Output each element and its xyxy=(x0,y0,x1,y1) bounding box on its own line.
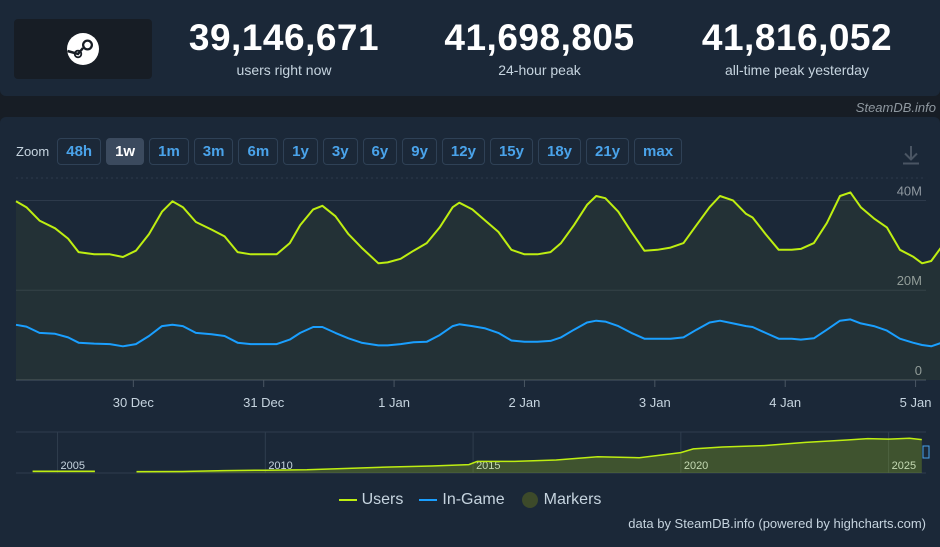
x-tick-label: 3 Jan xyxy=(639,395,671,410)
navigator-year-label: 2015 xyxy=(476,460,500,472)
stat-value: 39,146,671 xyxy=(188,17,380,58)
x-tick-label: 30 Dec xyxy=(113,395,155,410)
chart-legend: Users In-Game Markers xyxy=(0,491,940,509)
zoom-button-3y[interactable]: 3y xyxy=(322,138,358,165)
zoom-button-1y[interactable]: 1y xyxy=(283,138,318,165)
navigator-line xyxy=(136,437,922,473)
navigator-year-label: 2005 xyxy=(61,460,85,472)
legend-item-markers[interactable]: Markers xyxy=(521,491,602,509)
zoom-button-21y[interactable]: 21y xyxy=(586,138,630,165)
x-tick-label: 4 Jan xyxy=(769,395,801,410)
stat-value: 41,816,052 xyxy=(701,17,893,58)
stat-24h-peak: 41,698,805 24-hour peak xyxy=(437,17,642,79)
zoom-button-max[interactable]: max xyxy=(634,138,683,165)
zoom-button-18y[interactable]: 18y xyxy=(537,138,582,165)
legend-item-users[interactable]: Users xyxy=(338,491,404,509)
y-tick-label: 0 xyxy=(915,363,922,378)
site-credit[interactable]: SteamDB.info xyxy=(855,100,936,115)
x-tick-label: 5 Jan xyxy=(900,395,932,410)
legend-item-ingame[interactable]: In-Game xyxy=(419,491,505,509)
zoom-label: Zoom xyxy=(16,144,50,159)
navigator-year-label: 2010 xyxy=(268,460,292,472)
chart-panel xyxy=(0,117,940,547)
zoom-button-1m[interactable]: 1m xyxy=(149,138,189,165)
x-tick-label: 2 Jan xyxy=(509,395,541,410)
stat-alltime-peak: 41,816,052 all-time peak yesterday xyxy=(692,17,902,79)
download-icon[interactable] xyxy=(901,144,921,166)
legend-line-icon xyxy=(419,499,438,501)
x-tick-label: 1 Jan xyxy=(378,395,410,410)
navigator-year-label: 2020 xyxy=(684,460,708,472)
zoom-button-12y[interactable]: 12y xyxy=(441,138,485,165)
steam-logo-icon xyxy=(67,33,99,65)
legend-line-icon xyxy=(338,499,357,501)
steam-logo xyxy=(14,19,152,79)
y-tick-label: 20M xyxy=(897,273,922,288)
series-area-users xyxy=(16,192,940,380)
navigator-area xyxy=(136,438,922,473)
navigator-year-label: 2025 xyxy=(892,460,916,472)
zoom-controls: Zoom 48h 1w 1m 3m 6m 1y 3y 6y 9y 12y 15y 18y 21y max xyxy=(16,138,687,165)
footer-credit[interactable]: data by SteamDB.info (powered by highcha… xyxy=(628,516,926,531)
zoom-button-1w[interactable]: 1w xyxy=(106,138,145,165)
series-line-users xyxy=(15,191,940,265)
legend-label: Markers xyxy=(543,491,602,508)
stats-panel: 39,146,671 users right now 41,698,805 24… xyxy=(0,0,940,96)
stat-label: users right now xyxy=(236,62,332,78)
series-line-ingame xyxy=(15,318,940,348)
zoom-button-group: 48h 1w 1m 3m 6m 1y 3y 6y 9y 12y 15y 18y 21y max xyxy=(57,138,687,165)
zoom-button-48h[interactable]: 48h xyxy=(57,138,102,165)
x-tick-label: 31 Dec xyxy=(243,395,285,410)
stat-label: 24-hour peak xyxy=(498,62,581,78)
y-tick-label: 40M xyxy=(897,183,922,198)
stat-label: all-time peak yesterday xyxy=(725,62,869,78)
stat-users-now: 39,146,671 users right now xyxy=(184,17,384,79)
legend-label: In-Game xyxy=(442,491,505,508)
zoom-button-3m[interactable]: 3m xyxy=(193,138,234,165)
zoom-button-15y[interactable]: 15y xyxy=(489,138,533,165)
legend-label: Users xyxy=(361,491,404,508)
legend-marker-icon xyxy=(521,492,538,508)
navigator-handle xyxy=(922,445,930,459)
zoom-button-6y[interactable]: 6y xyxy=(362,138,398,165)
zoom-button-6m[interactable]: 6m xyxy=(238,138,279,165)
stat-value: 41,698,805 xyxy=(444,17,635,58)
zoom-button-9y[interactable]: 9y xyxy=(402,138,437,165)
